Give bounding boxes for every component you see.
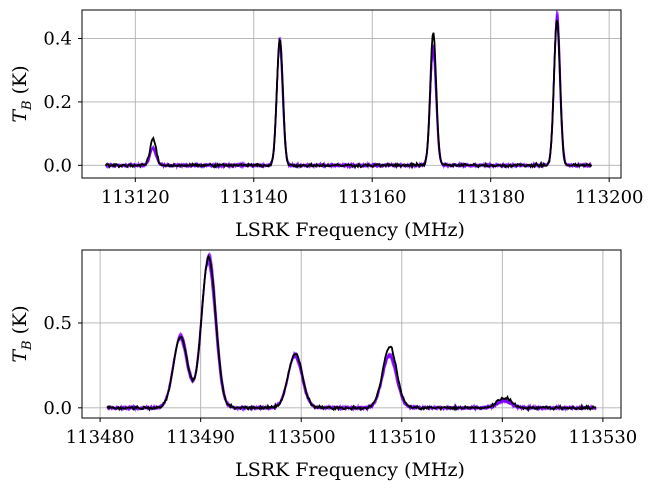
model-trace-purple	[104, 16, 592, 171]
x-tick-label: 113510	[367, 427, 436, 448]
y-tick-label: 0.0	[43, 398, 72, 419]
model-trace-purple	[105, 12, 592, 170]
y-axis-label-top: TB (K)	[9, 65, 35, 122]
model-trace-purple	[107, 252, 597, 413]
y-ticks-top: 0.0 0.2 0.4	[43, 29, 82, 176]
x-tick-label: 113520	[468, 427, 537, 448]
model-trace-purple	[105, 9, 592, 170]
x-tick-label: 113480	[66, 427, 135, 448]
axes-frame-top	[81, 9, 622, 179]
traces-top	[104, 9, 593, 171]
y-axis-label-bottom: TB (K)	[9, 305, 35, 362]
x-tick-label: 113530	[569, 427, 638, 448]
x-tick-label: 113200	[575, 187, 644, 208]
x-tick-label: 113180	[456, 187, 525, 208]
x-tick-label: 113120	[101, 187, 170, 208]
data-trace-black	[106, 254, 597, 413]
x-tick-label: 113140	[219, 187, 288, 208]
panel-top: 113120 113140 113160 113180 113200 0.0 0.2 0.4…	[9, 9, 644, 241]
axes-frame-bottom	[81, 249, 622, 419]
y-tick-label: 0.0	[43, 155, 72, 176]
panel-bottom: 113480 113490 113500 113510 113520 113530 0.0…	[9, 249, 638, 481]
model-trace-purple	[105, 20, 592, 170]
y-tick-label: 0.5	[43, 313, 72, 334]
x-axis-label-top: LSRK Frequency (MHz)	[235, 219, 465, 241]
x-tick-label: 113490	[166, 427, 235, 448]
x-tick-label: 113160	[338, 187, 407, 208]
y-ticks-bottom: 0.0 0.5	[43, 313, 82, 419]
data-trace-black	[104, 20, 593, 170]
x-tick-label: 113500	[267, 427, 336, 448]
grid-top	[82, 10, 621, 178]
grid-bottom	[82, 250, 621, 418]
y-tick-label: 0.2	[43, 92, 72, 113]
x-ticks-top: 113120 113140 113160 113180 113200	[101, 178, 644, 208]
model-trace-purple	[105, 19, 592, 170]
y-tick-label: 0.4	[43, 29, 72, 50]
x-ticks-bottom: 113480 113490 113500 113510 113520 113530	[66, 418, 638, 448]
traces-bottom	[106, 252, 597, 413]
x-axis-label-bottom: LSRK Frequency (MHz)	[235, 459, 465, 481]
